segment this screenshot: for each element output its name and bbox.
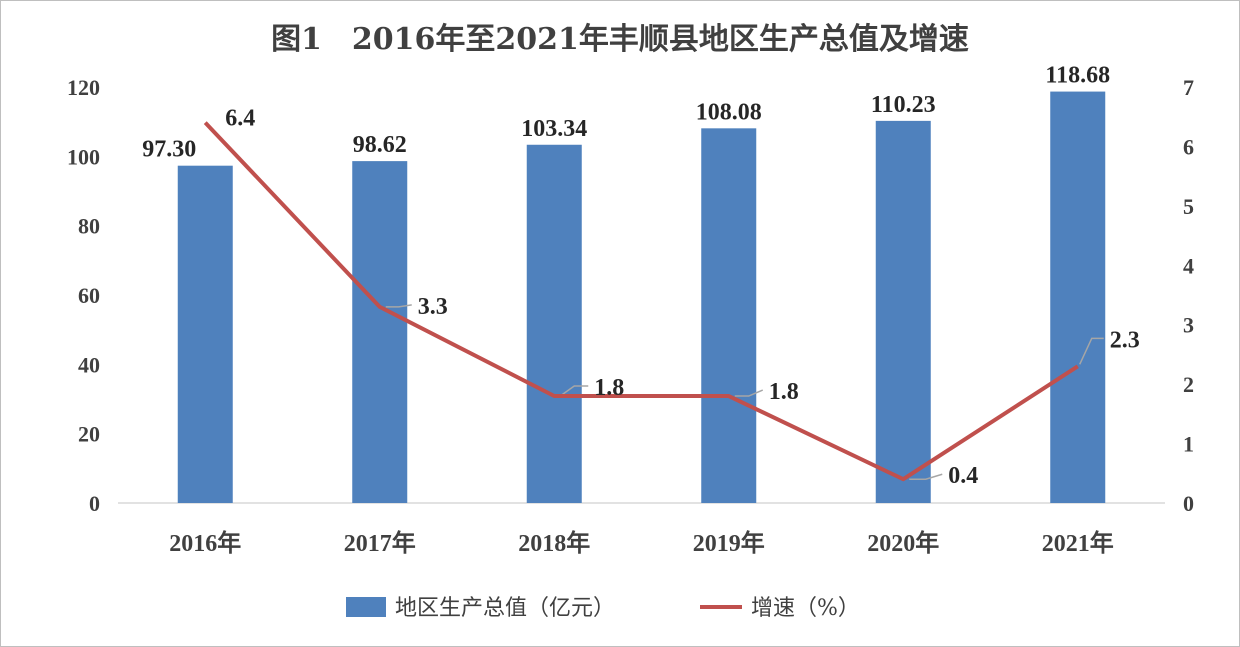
left-axis-ticks: 0 20 40 60 80 100 120: [67, 75, 100, 516]
bar: [526, 144, 582, 503]
line-data-label: 6.4: [225, 106, 255, 132]
right-tick-label: 0: [1183, 491, 1194, 516]
legend-label-line: 增速（%）: [751, 596, 860, 621]
bar-data-label: 110.23: [871, 92, 936, 118]
bar-series: [177, 91, 1106, 504]
bar-data-label: 118.68: [1045, 63, 1110, 89]
right-tick-label: 7: [1183, 75, 1194, 100]
bar-data-label: 103.34: [521, 116, 587, 142]
category-label: 2020年: [867, 529, 939, 557]
bar-data-label: 108.08: [696, 99, 762, 125]
bar-data-label: 98.62: [353, 132, 407, 158]
legend: 地区生产总值（亿元） 增速（%）: [346, 596, 860, 621]
right-tick-label: 6: [1183, 134, 1194, 159]
leader-line: [385, 304, 412, 308]
bar-data-labels: 97.30 98.62 103.34 108.08 110.23 118.68: [142, 63, 1110, 163]
line-data-label: 3.3: [418, 294, 448, 320]
right-tick-label: 3: [1183, 313, 1194, 338]
bar-data-label: 97.30: [142, 137, 196, 163]
left-tick-label: 120: [67, 75, 100, 100]
line-series: [203, 121, 1079, 482]
right-tick-label: 2: [1183, 372, 1194, 397]
bar: [177, 165, 233, 503]
leader-line: [734, 389, 764, 397]
legend-swatch-bar: [346, 597, 386, 617]
left-tick-label: 40: [78, 352, 100, 377]
category-label: 2021年: [1042, 529, 1114, 557]
right-axis-ticks: 0 1 2 3 4 5 6 7: [1183, 75, 1194, 516]
right-tick-label: 4: [1183, 253, 1194, 278]
leader-line: [559, 385, 589, 397]
category-label: 2016年: [169, 529, 241, 557]
leader-line: [909, 473, 943, 480]
right-tick-label: 1: [1183, 432, 1194, 457]
right-tick-label: 5: [1183, 194, 1194, 219]
category-label: 2018年: [518, 529, 590, 557]
leader-lines: [385, 304, 1104, 480]
line-data-label: 2.3: [1110, 327, 1140, 353]
legend-label-bar: 地区生产总值（亿元）: [395, 596, 615, 621]
bar: [352, 161, 408, 503]
chart-title: 图1 2016年至2021年丰顺县地区生产总值及增速: [271, 22, 969, 57]
left-tick-label: 100: [67, 144, 100, 169]
bar: [875, 120, 931, 504]
left-tick-label: 60: [78, 283, 100, 308]
line-data-labels: 6.4 3.3 1.8 1.8 0.4 2.3: [225, 106, 1140, 490]
left-tick-label: 80: [78, 214, 100, 239]
line-data-label: 0.4: [948, 463, 978, 489]
line-data-label: 1.8: [594, 375, 624, 401]
bar: [701, 128, 757, 503]
category-label: 2019年: [693, 529, 765, 557]
category-label: 2017年: [344, 529, 416, 557]
category-labels: 2016年 2017年 2018年 2019年 2020年 2021年: [169, 529, 1114, 557]
leader-line: [1079, 337, 1104, 365]
left-tick-label: 0: [89, 491, 100, 516]
growth-line: [203, 121, 1079, 482]
bar: [1050, 91, 1106, 504]
left-tick-label: 20: [78, 422, 100, 447]
line-data-label: 1.8: [769, 379, 799, 405]
